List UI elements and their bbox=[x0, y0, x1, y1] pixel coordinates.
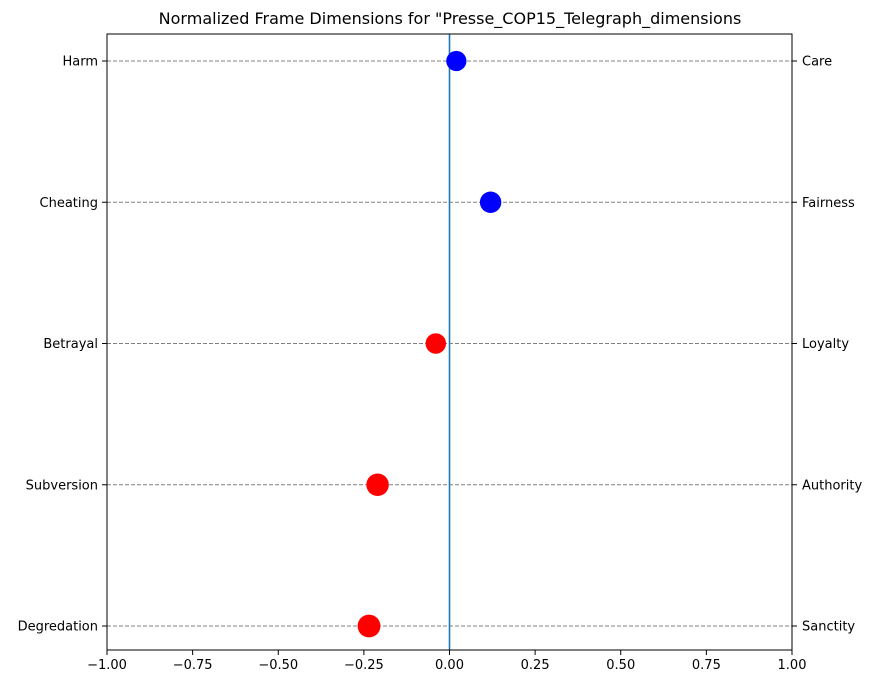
x-tick-label: −0.50 bbox=[258, 658, 298, 673]
y-label-right: Sanctity bbox=[802, 620, 855, 635]
y-label-right: Fairness bbox=[802, 196, 855, 211]
dimension-labels: Harm Care Cheating Fairness Betrayal Loyalty S… bbox=[18, 55, 863, 635]
x-axis-ticks: −1.00 −0.75 −0.50 −0.25 0.00 0.25 0.50 0.75 1.00 bbox=[87, 650, 806, 673]
x-tick-label: −1.00 bbox=[87, 658, 127, 673]
data-point-fairness bbox=[479, 191, 502, 213]
y-label-left: Subversion bbox=[26, 478, 98, 493]
y-label-left: Cheating bbox=[40, 196, 98, 211]
x-tick-label: 0.25 bbox=[521, 658, 550, 673]
data-point-care bbox=[446, 50, 467, 72]
chart-title: Normalized Frame Dimensions for "Presse_… bbox=[159, 9, 742, 29]
data-point-loyalty bbox=[425, 333, 447, 354]
x-tick-label: 0.50 bbox=[606, 658, 635, 673]
data-point-authority bbox=[366, 473, 389, 497]
x-tick-label: 1.00 bbox=[778, 658, 807, 673]
y-label-right: Loyalty bbox=[802, 337, 849, 352]
y-label-right: Care bbox=[802, 55, 832, 70]
y-label-left: Harm bbox=[62, 55, 98, 70]
x-tick-label: 0.00 bbox=[435, 658, 464, 673]
y-label-right: Authority bbox=[802, 478, 862, 493]
y-label-left: Betrayal bbox=[43, 337, 98, 352]
data-point-sanctity bbox=[357, 614, 381, 638]
x-tick-label: −0.25 bbox=[344, 658, 384, 673]
x-tick-label: −0.75 bbox=[173, 658, 213, 673]
x-tick-label: 0.75 bbox=[692, 658, 721, 673]
y-label-left: Degredation bbox=[18, 620, 98, 635]
data-points bbox=[357, 50, 502, 638]
